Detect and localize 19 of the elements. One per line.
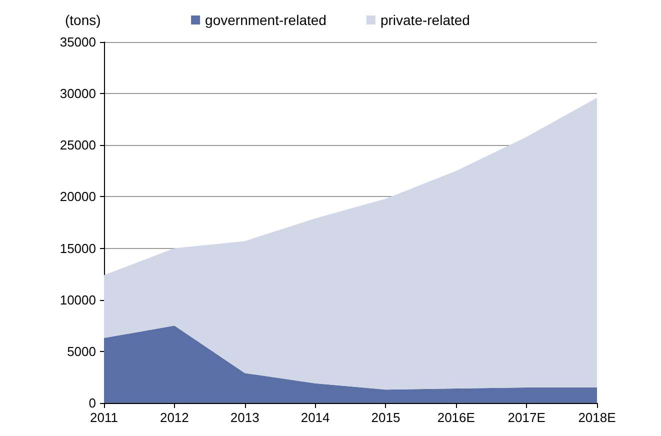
y-tick-label: 15000: [60, 240, 96, 256]
x-tick-label: 2017E: [508, 410, 546, 425]
y-axis-title: (tons): [65, 12, 101, 28]
x-tick-label: 2016E: [437, 410, 476, 425]
x-tick-label: 2018E: [578, 410, 616, 425]
y-tick-label: 0: [88, 396, 96, 410]
y-tick-label: 30000: [60, 86, 96, 102]
x-tick-label: 2013: [230, 410, 260, 425]
y-tick-label: 5000: [67, 344, 96, 359]
legend-label: private-related: [380, 12, 470, 28]
x-tick-label: 2015: [371, 410, 400, 425]
y-tick-label: 20000: [60, 189, 96, 204]
x-tick-label: 2014: [300, 410, 330, 425]
x-tick-label: 2011: [90, 410, 118, 425]
legend-label: government-related: [205, 12, 326, 28]
y-tick-label: 25000: [60, 138, 96, 153]
y-tick-label: 10000: [60, 292, 96, 308]
y-tick-label: 35000: [60, 34, 96, 50]
x-tick-label: 2012: [160, 410, 189, 425]
